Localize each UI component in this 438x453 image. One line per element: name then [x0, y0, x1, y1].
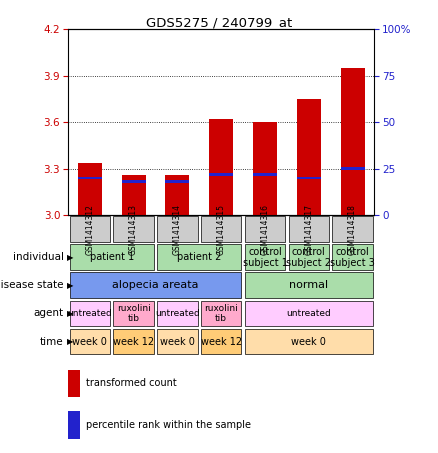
- Text: time: time: [40, 337, 64, 347]
- Bar: [332, 216, 373, 242]
- Text: untreated: untreated: [155, 309, 200, 318]
- Bar: [113, 328, 154, 355]
- Bar: [201, 328, 241, 355]
- Bar: [70, 272, 241, 299]
- Bar: [332, 244, 373, 270]
- Bar: [253, 173, 277, 176]
- Bar: [70, 244, 154, 270]
- Bar: [209, 173, 233, 176]
- Bar: [341, 68, 364, 215]
- Text: week 0: week 0: [291, 337, 326, 347]
- Bar: [166, 175, 190, 215]
- Text: control
subject 2: control subject 2: [286, 246, 331, 268]
- Bar: [297, 99, 321, 215]
- Bar: [289, 244, 329, 270]
- Bar: [297, 177, 321, 179]
- Bar: [68, 411, 80, 439]
- Text: untreated: untreated: [286, 309, 331, 318]
- Text: GSM1414315: GSM1414315: [217, 204, 226, 255]
- Text: ruxolini
tib: ruxolini tib: [204, 304, 238, 323]
- Text: ▶: ▶: [67, 337, 74, 346]
- Bar: [245, 300, 373, 327]
- Bar: [166, 180, 190, 183]
- Text: GDS5275 / 240799_at: GDS5275 / 240799_at: [146, 16, 292, 29]
- Bar: [113, 216, 154, 242]
- Bar: [245, 272, 373, 299]
- Text: week 12: week 12: [201, 337, 242, 347]
- Text: percentile rank within the sample: percentile rank within the sample: [86, 420, 251, 430]
- Text: individual: individual: [13, 252, 64, 262]
- Text: GSM1414318: GSM1414318: [348, 204, 357, 255]
- Text: disease state: disease state: [0, 280, 64, 290]
- Text: GSM1414317: GSM1414317: [304, 204, 313, 255]
- Text: control
subject 3: control subject 3: [330, 246, 375, 268]
- Text: agent: agent: [33, 308, 64, 318]
- Text: week 12: week 12: [113, 337, 154, 347]
- Text: transformed count: transformed count: [86, 378, 177, 389]
- Bar: [70, 300, 110, 327]
- Bar: [253, 122, 277, 215]
- Text: patient 2: patient 2: [177, 252, 222, 262]
- Text: week 0: week 0: [72, 337, 107, 347]
- Text: normal: normal: [289, 280, 328, 290]
- Text: ruxolini
tib: ruxolini tib: [117, 304, 151, 323]
- Text: alopecia areata: alopecia areata: [112, 280, 199, 290]
- Bar: [341, 167, 364, 170]
- Bar: [78, 177, 102, 179]
- Bar: [201, 300, 241, 327]
- Bar: [245, 328, 373, 355]
- Text: untreated: untreated: [67, 309, 112, 318]
- Bar: [122, 175, 145, 215]
- Text: ▶: ▶: [67, 309, 74, 318]
- Bar: [78, 163, 102, 215]
- Text: patient 1: patient 1: [89, 252, 134, 262]
- Bar: [157, 328, 198, 355]
- Bar: [157, 216, 198, 242]
- Text: ▶: ▶: [67, 281, 74, 290]
- Text: GSM1414314: GSM1414314: [173, 204, 182, 255]
- Bar: [157, 300, 198, 327]
- Bar: [289, 216, 329, 242]
- Text: GSM1414316: GSM1414316: [261, 204, 269, 255]
- Bar: [113, 300, 154, 327]
- Bar: [157, 244, 241, 270]
- Text: GSM1414312: GSM1414312: [85, 204, 94, 255]
- Bar: [70, 328, 110, 355]
- Text: GSM1414313: GSM1414313: [129, 204, 138, 255]
- Bar: [68, 370, 80, 397]
- Bar: [70, 216, 110, 242]
- Bar: [201, 216, 241, 242]
- Bar: [209, 119, 233, 215]
- Text: ▶: ▶: [67, 253, 74, 262]
- Text: control
subject 1: control subject 1: [243, 246, 287, 268]
- Bar: [122, 180, 145, 183]
- Bar: [245, 216, 285, 242]
- Text: week 0: week 0: [160, 337, 195, 347]
- Bar: [245, 244, 285, 270]
